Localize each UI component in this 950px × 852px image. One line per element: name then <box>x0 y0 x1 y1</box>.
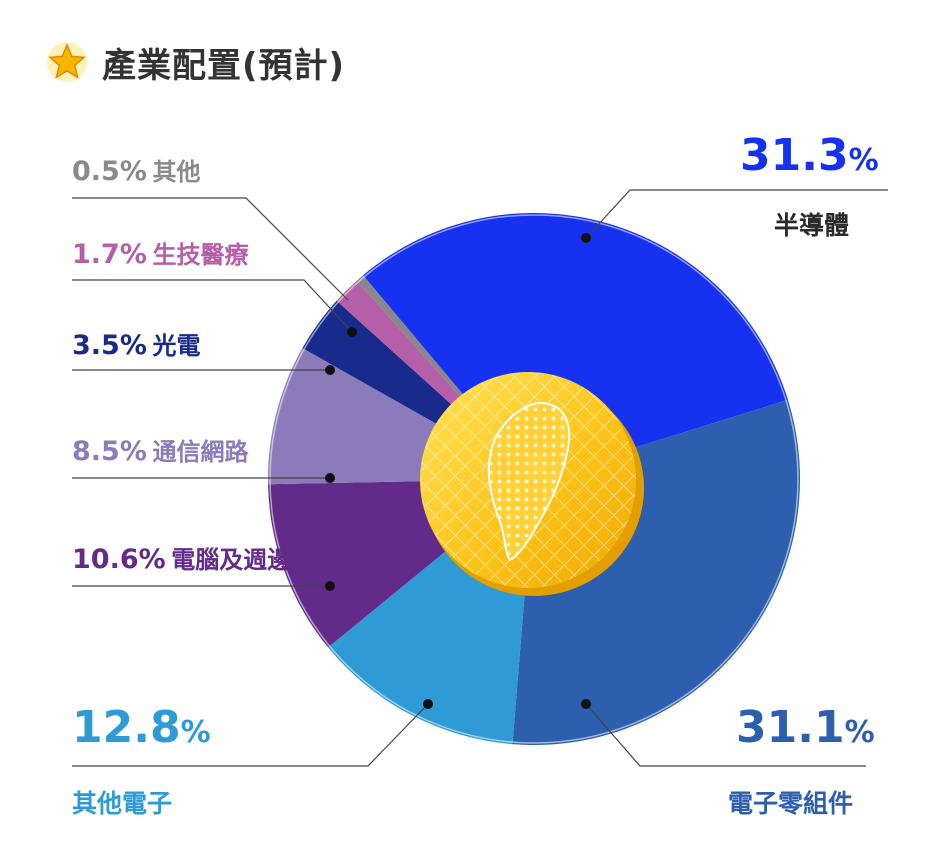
leader-dot-network <box>325 473 335 483</box>
slice-label-others: 0.5% <box>72 156 147 187</box>
center-coin <box>420 372 644 596</box>
label-biotech: 1.7% 生技醫療 <box>72 235 248 270</box>
title-bar: 產業配置(預計) <box>46 34 345 90</box>
leader-dot-optoelectronics <box>325 365 335 375</box>
leader-line-semiconductor <box>585 189 888 239</box>
leader-line-others <box>72 197 349 301</box>
leader-line-electronic-parts <box>585 703 866 767</box>
slice-label-computer: 10.6% <box>72 544 166 575</box>
star-icon <box>47 42 87 82</box>
leader-dot-semiconductor <box>581 233 591 243</box>
label-semiconductor: 31.3% <box>740 130 879 181</box>
slice-label-semiconductor: 31.3 <box>740 130 849 181</box>
label-optoelectronics: 3.5% 光電 <box>72 326 200 361</box>
label-others: 0.5% 其他 <box>72 152 200 187</box>
pie-slice-semiconductor <box>363 212 788 480</box>
slice-name-computer: 電腦及週邊設備 <box>171 546 340 574</box>
label-computer: 10.6% 電腦及週邊設備 <box>72 540 339 575</box>
label-other-electronics: 12.8% <box>72 702 211 753</box>
slice-label-optoelectronics: 3.5% <box>72 330 147 361</box>
slice-name-biotech: 生技醫療 <box>152 241 249 269</box>
slice-name-others: 其他 <box>152 158 201 186</box>
leader-line-other-electronics <box>72 703 429 767</box>
leader-dot-electronic-parts <box>581 699 591 709</box>
slice-name-other-electronics: 其他電子 <box>72 789 173 818</box>
label-electronic-parts: 31.1% <box>736 702 875 753</box>
slice-name-optoelectronics: 光電 <box>152 332 201 360</box>
slice-label-other-electronics: 12.8 <box>72 702 181 753</box>
chart-title: 產業配置(預計) <box>102 45 346 86</box>
label-network: 8.5% 通信網路 <box>72 432 248 467</box>
leader-line-biotech <box>72 279 353 333</box>
slice-label-network: 8.5% <box>72 436 147 467</box>
slice-name-network: 通信網路 <box>152 438 249 466</box>
leader-dot-computer <box>325 581 335 591</box>
leader-dot-other-electronics <box>423 699 433 709</box>
slice-label-biotech: 1.7% <box>72 239 147 270</box>
slice-name-semiconductor: 半導體 <box>774 211 850 240</box>
slice-name-electronic-parts: 電子零組件 <box>728 789 854 818</box>
leader-dot-biotech <box>347 327 357 337</box>
slice-label-electronic-parts: 31.1 <box>736 702 845 753</box>
